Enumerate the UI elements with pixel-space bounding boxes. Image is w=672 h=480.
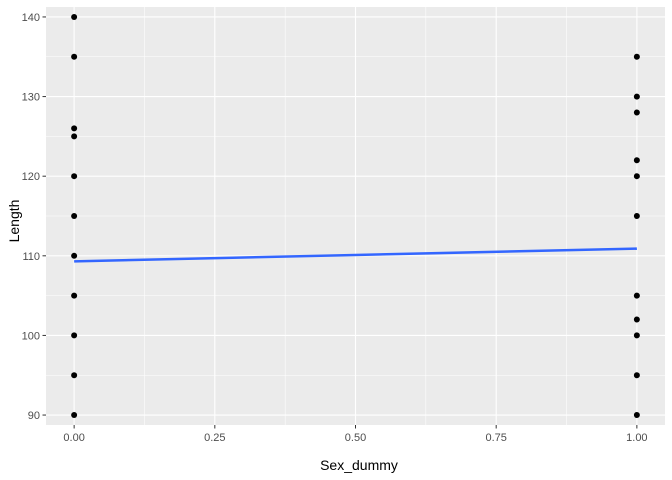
data-point <box>71 372 78 379</box>
data-point <box>71 133 78 140</box>
x-axis-title: Sex_dummy <box>320 457 398 473</box>
data-point <box>71 332 78 339</box>
data-point <box>633 157 640 164</box>
data-point <box>633 372 640 379</box>
data-point <box>71 125 78 132</box>
x-tick-label: 0.75 <box>485 432 506 444</box>
y-tick-label: 130 <box>22 92 40 104</box>
data-point <box>71 252 78 259</box>
x-tick-label: 0.50 <box>345 432 366 444</box>
data-point <box>71 412 78 419</box>
x-tick-label: 1.00 <box>626 432 647 444</box>
data-point <box>71 173 78 180</box>
y-tick-label: 100 <box>22 330 40 342</box>
data-point <box>633 412 640 419</box>
data-point <box>633 93 640 100</box>
points-layer <box>71 13 640 419</box>
y-tick-label: 140 <box>22 12 40 24</box>
y-tick-label: 90 <box>28 410 40 422</box>
data-point <box>71 13 78 20</box>
data-point <box>633 173 640 180</box>
y-axis: 90 100 110 120 130 140 <box>22 12 46 422</box>
data-point <box>633 292 640 299</box>
data-point <box>633 53 640 60</box>
fit-line-layer <box>74 247 637 263</box>
y-tick-label: 110 <box>22 251 40 263</box>
data-point <box>633 213 640 219</box>
data-point <box>71 292 78 299</box>
x-axis: 0.00 0.25 0.50 0.75 1.00 <box>63 425 648 444</box>
data-point <box>71 213 78 219</box>
y-tick-label: 120 <box>22 171 40 183</box>
data-point <box>633 109 640 116</box>
data-point <box>71 53 78 60</box>
regression-line <box>74 247 637 263</box>
y-axis-title: Length <box>6 200 22 243</box>
data-point <box>633 332 640 339</box>
data-point <box>633 316 640 323</box>
x-tick-label: 0.00 <box>63 432 84 444</box>
x-tick-label: 0.25 <box>204 432 225 444</box>
